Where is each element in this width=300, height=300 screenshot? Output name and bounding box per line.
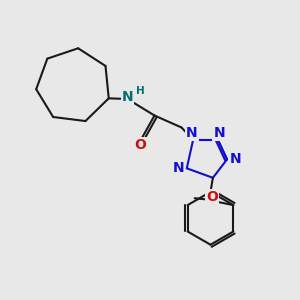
- Text: N: N: [186, 126, 197, 140]
- Text: H: H: [136, 85, 145, 96]
- Text: O: O: [134, 138, 146, 152]
- Text: N: N: [230, 152, 241, 166]
- Text: O: O: [206, 190, 218, 204]
- Text: N: N: [172, 161, 184, 175]
- Text: N: N: [214, 126, 225, 140]
- Text: N: N: [122, 90, 133, 104]
